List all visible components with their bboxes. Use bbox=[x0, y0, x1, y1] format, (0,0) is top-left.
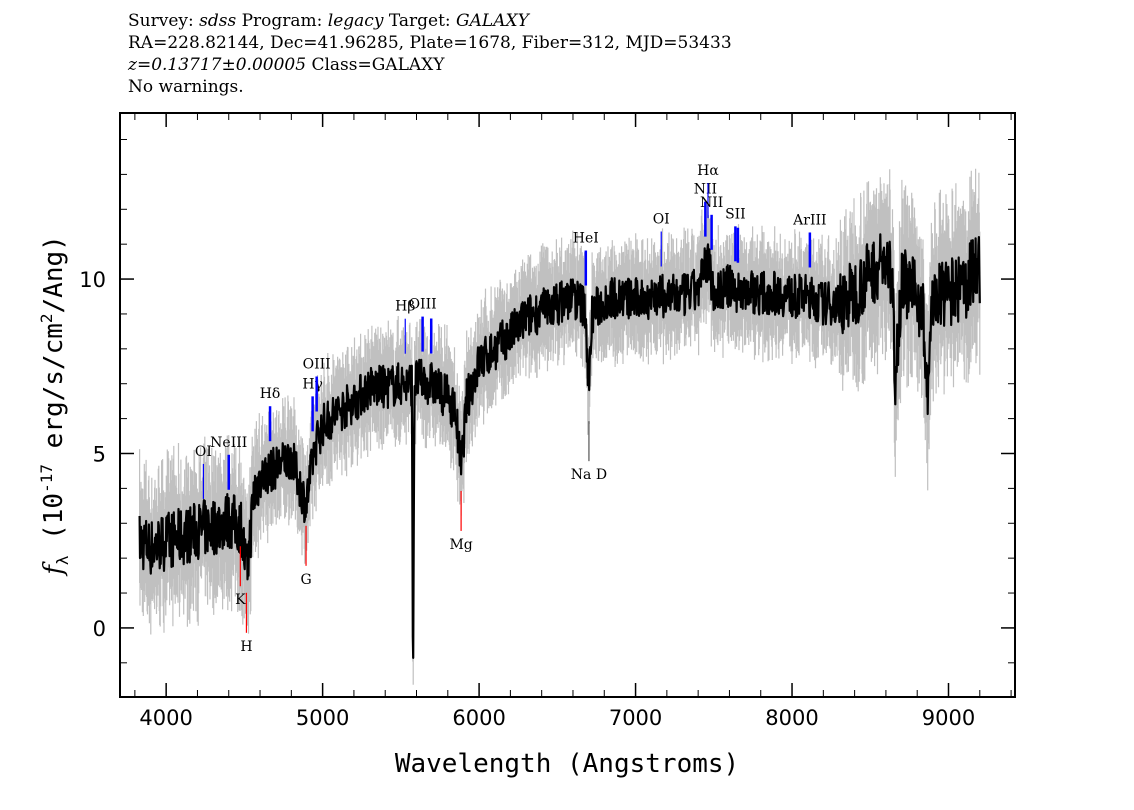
error-band bbox=[139, 168, 981, 685]
spectral-line-label: Hγ bbox=[302, 376, 323, 392]
spectral-line-label: G bbox=[300, 572, 311, 588]
spectral-line-label: Hδ bbox=[260, 386, 281, 402]
x-axis-label: Wavelength (Angstroms) bbox=[395, 749, 739, 779]
spectral-line-label: Hβ bbox=[395, 299, 415, 315]
class-value: Class=GALAXY bbox=[311, 55, 445, 75]
spectral-line-label: Na D bbox=[571, 467, 607, 483]
x-tick-label: 6000 bbox=[452, 706, 505, 730]
target-label: Target: bbox=[388, 11, 451, 31]
program-label: Program: bbox=[241, 11, 323, 31]
x-tick-label: 7000 bbox=[609, 706, 662, 730]
plot-frame bbox=[119, 112, 1016, 698]
program-value: legacy bbox=[327, 11, 384, 31]
spectral-line-label: NII bbox=[700, 195, 723, 211]
y-tick-label: 5 bbox=[93, 442, 106, 466]
y-axis-label: fλ (10-17 erg/s/cm2/Ang) bbox=[37, 235, 72, 577]
header-line-warnings: No warnings. bbox=[128, 77, 244, 97]
spectral-line-label: NII bbox=[694, 182, 717, 198]
spectral-line-label: OI bbox=[195, 444, 212, 460]
y-tick-label: 0 bbox=[93, 617, 106, 641]
target-value: GALAXY bbox=[456, 11, 529, 31]
flux-line bbox=[138, 233, 981, 659]
y-tick-label: 10 bbox=[79, 268, 106, 292]
spectral-line-label: OI bbox=[653, 212, 670, 228]
survey-value: sdss bbox=[199, 11, 237, 31]
x-tick-label: 8000 bbox=[765, 706, 818, 730]
spectral-line-label: SII bbox=[725, 206, 746, 222]
spectral-line-label: K bbox=[235, 592, 246, 608]
spectral-line-label: NeIII bbox=[210, 435, 247, 451]
x-tick-label: 5000 bbox=[296, 706, 349, 730]
spectral-line-label: HeI bbox=[573, 231, 599, 247]
x-tick-label: 4000 bbox=[139, 706, 192, 730]
spectral-line-label: OIII bbox=[303, 356, 331, 372]
spectrum-header: Survey: sdss Program: legacy Target: GAL… bbox=[128, 10, 732, 98]
spectral-line-label: ArIII bbox=[792, 212, 826, 228]
spectral-line-label: Mg bbox=[449, 537, 472, 553]
spectral-line-label: Hα bbox=[697, 163, 719, 179]
x-tick-label: 9000 bbox=[922, 706, 975, 730]
spectral-line-label: OIII bbox=[409, 297, 437, 313]
header-line-survey: Survey: sdss Program: legacy Target: GAL… bbox=[128, 10, 732, 32]
header-line-coords: RA=228.82144, Dec=41.96285, Plate=1678, … bbox=[128, 33, 732, 53]
survey-label: Survey: bbox=[128, 11, 194, 31]
y-axis-label-text: fλ (10-17 erg/s/cm2/Ang) bbox=[37, 235, 72, 577]
spectral-line-label: H bbox=[240, 639, 252, 655]
header-line-redshift: z=0.13717±0.00005 Class=GALAXY bbox=[128, 54, 732, 76]
redshift-value: z=0.13717±0.00005 bbox=[128, 55, 307, 75]
